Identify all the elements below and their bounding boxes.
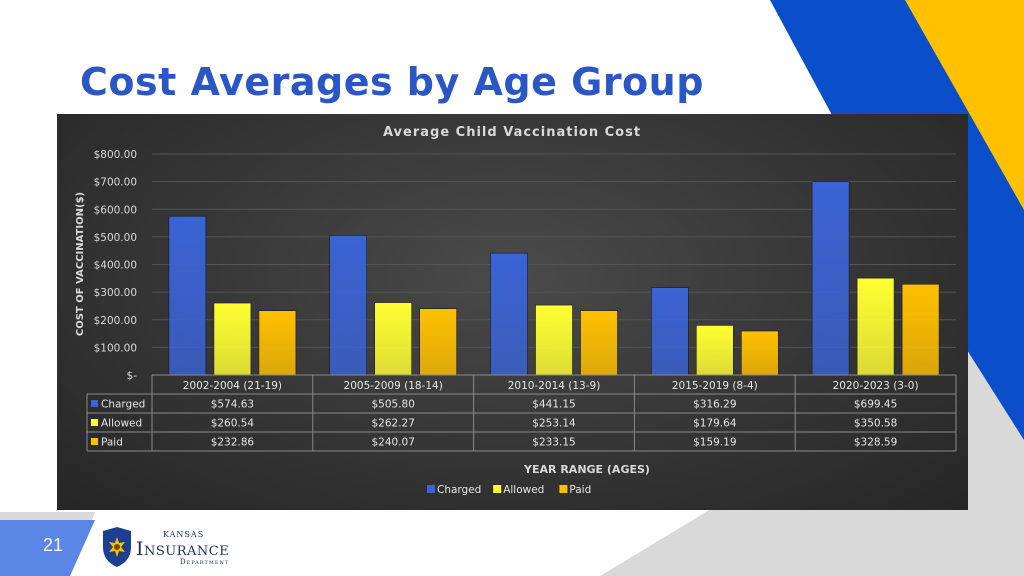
data-label: $441.15 [532, 399, 575, 411]
y-tick-label: $800.00 [94, 149, 137, 161]
legend-swatch-allowed [493, 485, 502, 493]
data-table: 2002-2004 (21-19) 2005-2009 (18-14) 2010-2… [86, 374, 957, 452]
y-tick-label: $600.00 [94, 204, 137, 216]
bar-allowed-3 [695, 325, 734, 376]
logo-text-insurance: Insurance [136, 538, 230, 560]
bars [168, 181, 940, 376]
bar-allowed-0 [213, 302, 252, 376]
bar-paid-1 [419, 308, 458, 376]
table-series-name: Paid [101, 437, 123, 449]
bar-paid-4 [901, 283, 940, 376]
data-label: $699.45 [854, 399, 897, 411]
data-label: $233.15 [532, 437, 575, 449]
y-tick-label: $100.00 [94, 342, 137, 354]
legend-label: Charged [437, 484, 481, 496]
table-series-name: Allowed [101, 418, 142, 430]
y-tick-label: $200.00 [94, 315, 137, 327]
table-key-allowed [91, 419, 98, 426]
bar-charged-1 [329, 234, 368, 376]
bar-charged-2 [490, 252, 528, 376]
table-key-paid [91, 438, 98, 445]
table-key-charged [91, 400, 98, 407]
data-label: $179.64 [693, 418, 737, 430]
y-tick-label: $- [127, 370, 138, 382]
y-tick-label: $300.00 [94, 287, 137, 299]
bar-chart: Average Child Vaccination Cost COST OF V… [75, 125, 957, 496]
data-label: $262.27 [371, 418, 414, 430]
chart-panel: Average Child Vaccination Cost COST OF V… [57, 114, 968, 510]
y-axis-title: COST OF VACCINATION($) [75, 192, 86, 336]
x-tick-label: 2005-2009 (18-14) [344, 380, 443, 392]
bar-allowed-4 [856, 277, 895, 376]
slide-number: 21 [42, 535, 64, 555]
legend: Charged Allowed Paid [427, 484, 591, 496]
y-tick-label: $500.00 [94, 232, 137, 244]
data-label: $574.63 [211, 399, 254, 411]
logo-text-kansas: Kansas [163, 530, 205, 539]
data-label: $240.07 [371, 437, 414, 449]
kansas-insurance-logo [103, 527, 131, 567]
slide-number-badge [0, 520, 95, 576]
y-tick-labels: $- $100.00 $200.00 $300.00 $400.00 $500.00 $60… [94, 149, 138, 382]
logo-text-department: Department [180, 558, 230, 566]
legend-swatch-charged [427, 485, 435, 493]
legend-swatch-paid [559, 485, 568, 493]
data-label: $350.58 [854, 418, 897, 430]
page-title: Cost Averages by Age Group [80, 60, 704, 104]
x-tick-label: 2010-2014 (13-9) [508, 380, 601, 392]
x-tick-label: 2015-2019 (8-4) [672, 380, 758, 392]
data-label: $505.80 [371, 399, 414, 411]
table-series-name: Charged [101, 399, 145, 411]
decor-yellow-stripe [905, 0, 1024, 210]
legend-label: Paid [569, 484, 591, 496]
bar-paid-0 [258, 310, 297, 376]
data-label: $232.86 [211, 437, 255, 449]
x-tick-label: 2002-2004 (21-19) [183, 380, 282, 392]
x-tick-label: 2020-2023 (3-0) [833, 380, 919, 392]
data-label: $316.29 [693, 399, 736, 411]
y-tick-label: $700.00 [94, 177, 137, 189]
bar-paid-3 [740, 330, 779, 376]
data-label: $260.54 [211, 418, 255, 430]
legend-label: Allowed [503, 484, 544, 496]
bar-paid-2 [580, 310, 618, 376]
bar-allowed-2 [535, 304, 573, 376]
bar-charged-0 [168, 215, 207, 376]
chart-title: Average Child Vaccination Cost [383, 125, 641, 140]
bar-charged-4 [811, 181, 850, 376]
data-label: $328.59 [854, 437, 897, 449]
data-label: $253.14 [532, 418, 576, 430]
x-axis-title: YEAR RANGE (AGES) [523, 463, 650, 476]
bar-allowed-1 [374, 302, 413, 376]
bar-charged-3 [650, 287, 689, 376]
y-tick-label: $400.00 [94, 260, 137, 272]
data-label: $159.19 [693, 437, 736, 449]
